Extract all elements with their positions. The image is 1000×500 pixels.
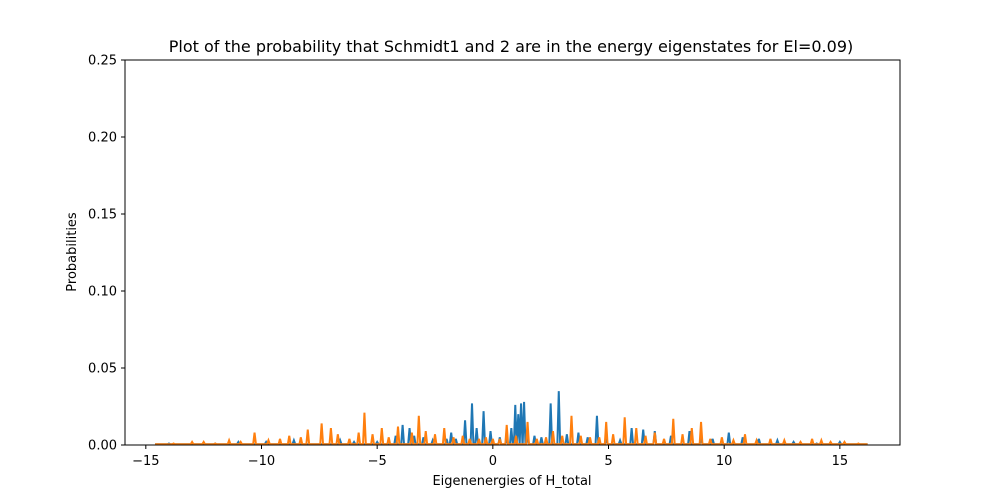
x-tick-label: 5 <box>604 454 612 469</box>
x-tick-label: 0 <box>489 454 497 469</box>
x-axis-label: Eigenenergies of H_total <box>432 474 591 489</box>
x-axis-ticks: −15 −10 −5 0 5 10 15 <box>132 445 848 469</box>
y-tick-label: 0.00 <box>88 439 117 454</box>
x-tick-label: −5 <box>368 454 387 469</box>
series-2-line <box>155 412 868 446</box>
x-tick-label: 10 <box>716 454 733 469</box>
y-tick-label: 0.25 <box>88 54 117 69</box>
y-tick-label: 0.20 <box>88 131 117 146</box>
y-axis-label: Probabilities <box>65 212 80 292</box>
chart-title: Plot of the probability that Schmidt1 an… <box>169 37 854 56</box>
y-axis-ticks: 0.00 0.05 0.10 0.15 0.20 0.25 <box>88 54 125 454</box>
x-tick-label: −15 <box>132 454 159 469</box>
x-tick-label: 15 <box>832 454 849 469</box>
y-tick-label: 0.15 <box>88 208 117 223</box>
y-tick-label: 0.05 <box>88 362 117 377</box>
y-tick-label: 0.10 <box>88 285 117 300</box>
plot-frame <box>124 59 901 446</box>
series-layer <box>155 391 868 446</box>
x-tick-label: −10 <box>248 454 275 469</box>
